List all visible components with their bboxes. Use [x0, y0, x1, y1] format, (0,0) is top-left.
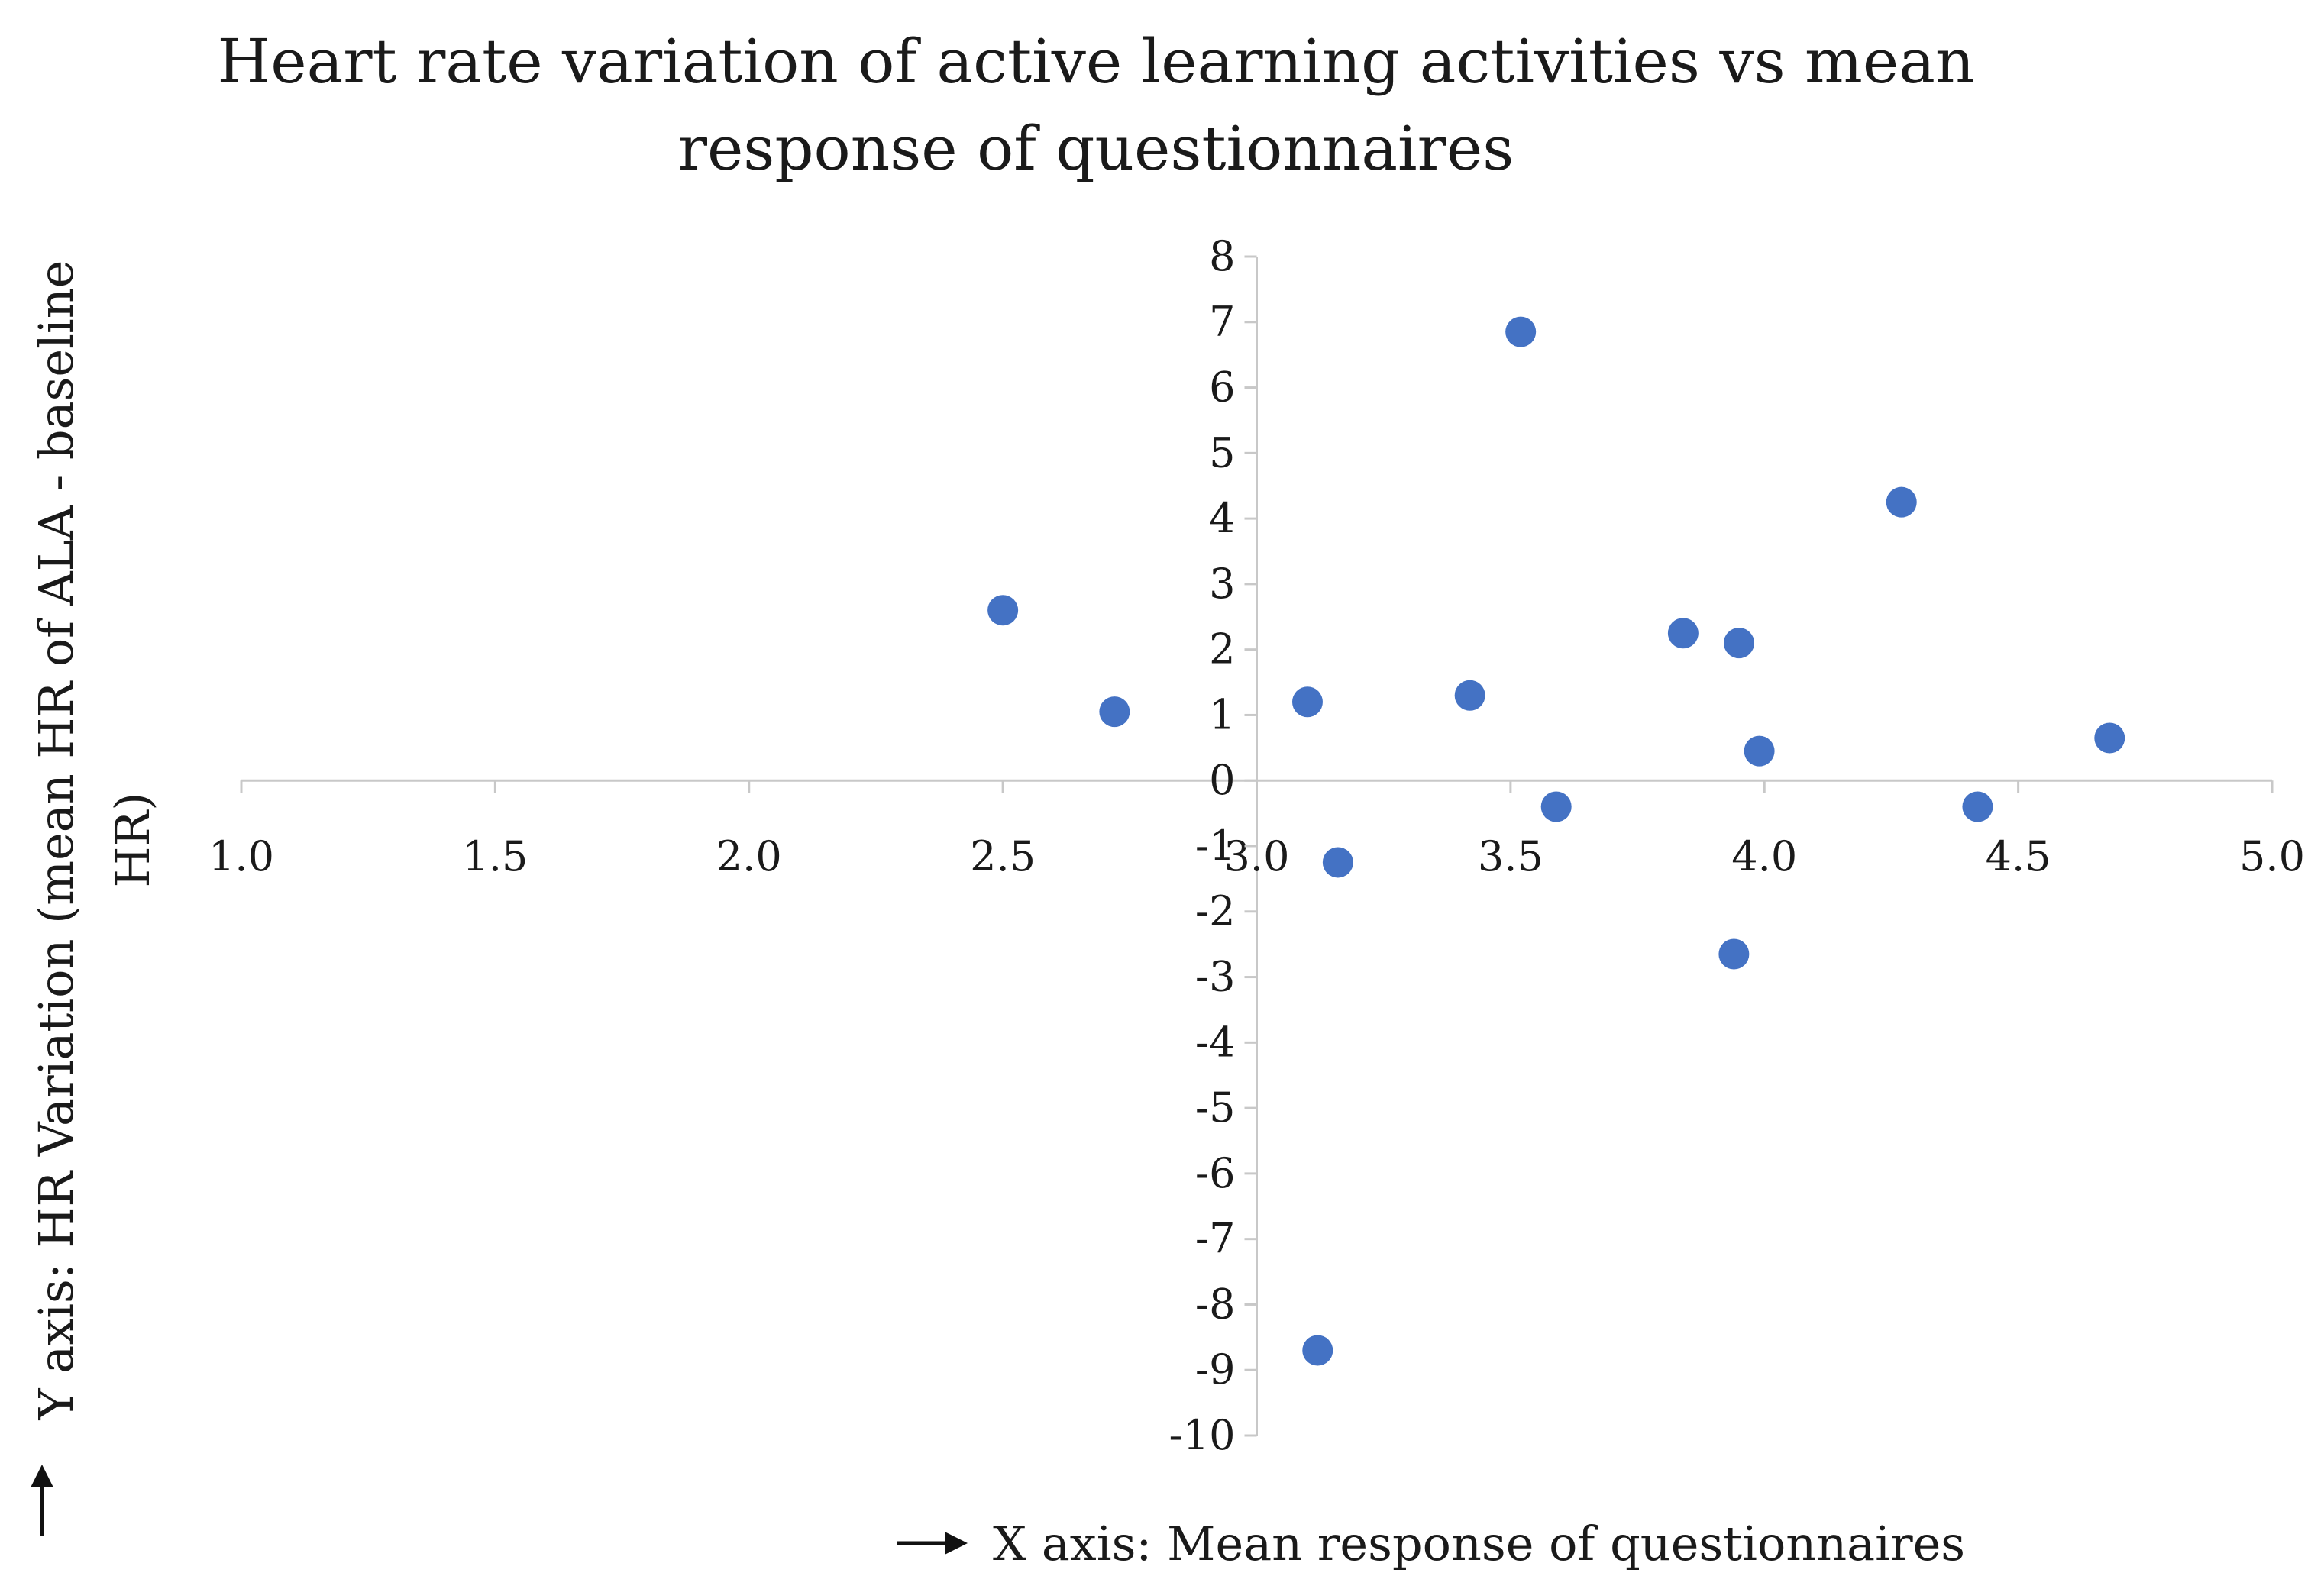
data-point: [1302, 1335, 1333, 1366]
y-tick-label: -3: [1195, 953, 1236, 1001]
y-axis-title: Y axis: HR Variation (mean HR of ALA - b…: [28, 260, 84, 1421]
data-point: [1454, 680, 1485, 711]
data-point: [1099, 696, 1130, 728]
data-point: [1291, 686, 1323, 718]
data-point: [1724, 628, 1755, 659]
x-tick-label: 4.0: [1731, 832, 1797, 880]
y-tick-label: -10: [1169, 1411, 1236, 1459]
data-point: [1540, 791, 1572, 822]
data-points: [987, 316, 2125, 1366]
x-tick-labels: 1.0 1.5 2.0 2.5 3.0 3.5 4.0 4.5 5.0: [208, 780, 2305, 880]
y-tick-label: 0: [1209, 756, 1235, 804]
x-tick-label: 3.5: [1478, 832, 1543, 880]
y-tick-label: 6: [1209, 363, 1235, 412]
x-tick-label: 2.5: [970, 832, 1036, 880]
chart-title-line-2: response of questionnaires: [678, 113, 1514, 184]
y-axis-title-2: HR): [105, 793, 160, 888]
y-tick-label: -4: [1195, 1018, 1236, 1066]
x-tick-label: 1.5: [462, 832, 528, 880]
y-axis-label-line-2: HR): [105, 793, 160, 888]
y-tick-label: 8: [1209, 232, 1235, 280]
y-tick-label: 1: [1209, 690, 1235, 738]
y-tick-labels: 8 7 6 5 4 3 2 1 0 -1 -2 -3 -4 -5 -6 -7 -8 -9 -10: [1169, 232, 1257, 1459]
data-point: [1505, 316, 1537, 347]
y-tick-label: 3: [1209, 560, 1235, 608]
y-tick-label: -1: [1195, 822, 1236, 870]
x-axis-label: X axis: Mean response of questionnaires: [993, 1516, 1965, 1571]
y-tick-label: -5: [1195, 1084, 1236, 1132]
chart-title-line-1: Heart rate variation of active learning …: [218, 26, 1975, 97]
data-point: [1667, 618, 1699, 649]
y-axis-arrow-icon: [31, 1465, 53, 1536]
y-tick-label: -8: [1195, 1280, 1236, 1328]
x-tick-label: 5.0: [2239, 832, 2305, 880]
y-tick-label: -6: [1195, 1149, 1236, 1197]
x-tick-label: 3.0: [1224, 832, 1290, 880]
y-tick-label: 4: [1209, 494, 1235, 542]
y-tick-label: 7: [1209, 298, 1235, 346]
x-tick-label: 2.0: [716, 832, 782, 880]
x-tick-label: 4.5: [1986, 832, 2051, 880]
data-point: [1744, 735, 1775, 767]
y-axis-label-line-1: Y axis: HR Variation (mean HR of ALA - b…: [28, 260, 84, 1421]
x-axis-arrow-icon: [897, 1532, 968, 1555]
y-tick-label: -2: [1195, 887, 1236, 935]
data-point: [1718, 938, 1750, 970]
y-tick-label: 5: [1209, 428, 1235, 476]
y-tick-label: -7: [1195, 1215, 1236, 1263]
data-point: [1962, 791, 1993, 822]
y-tick-label: 2: [1209, 625, 1235, 673]
x-tick-label: 1.0: [208, 832, 274, 880]
data-point: [1886, 486, 1917, 518]
y-tick-label: -9: [1195, 1345, 1236, 1394]
data-point: [2094, 722, 2125, 754]
data-point: [1322, 847, 1353, 878]
data-point: [987, 595, 1019, 626]
